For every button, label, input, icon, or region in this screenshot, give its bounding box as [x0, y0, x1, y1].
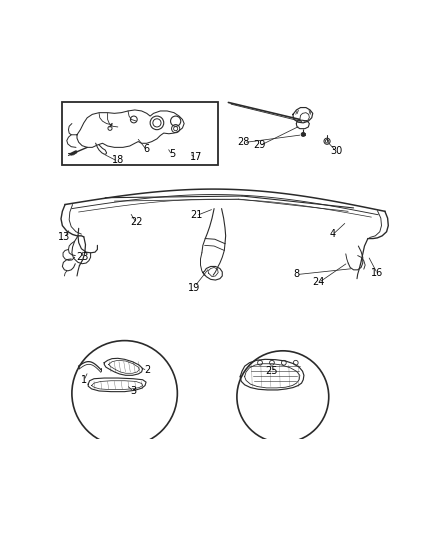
Text: 21: 21 — [190, 209, 202, 220]
Text: 30: 30 — [330, 146, 342, 156]
Text: 29: 29 — [252, 140, 265, 150]
Text: 18: 18 — [111, 155, 124, 165]
Text: 2: 2 — [144, 365, 150, 375]
Bar — [61, 102, 218, 165]
Text: 22: 22 — [130, 217, 142, 227]
Text: 16: 16 — [371, 268, 383, 278]
Text: 13: 13 — [58, 232, 71, 242]
Text: 3: 3 — [131, 385, 137, 395]
Text: 6: 6 — [143, 144, 149, 154]
Text: 5: 5 — [169, 149, 175, 159]
Text: 28: 28 — [237, 136, 249, 147]
Text: 1: 1 — [81, 375, 87, 385]
Text: 8: 8 — [293, 269, 299, 279]
Text: 23: 23 — [76, 252, 89, 262]
Text: 4: 4 — [328, 229, 335, 239]
Text: 17: 17 — [190, 152, 202, 162]
Text: 24: 24 — [312, 277, 324, 287]
Text: 19: 19 — [188, 283, 200, 293]
Text: 25: 25 — [265, 366, 278, 376]
